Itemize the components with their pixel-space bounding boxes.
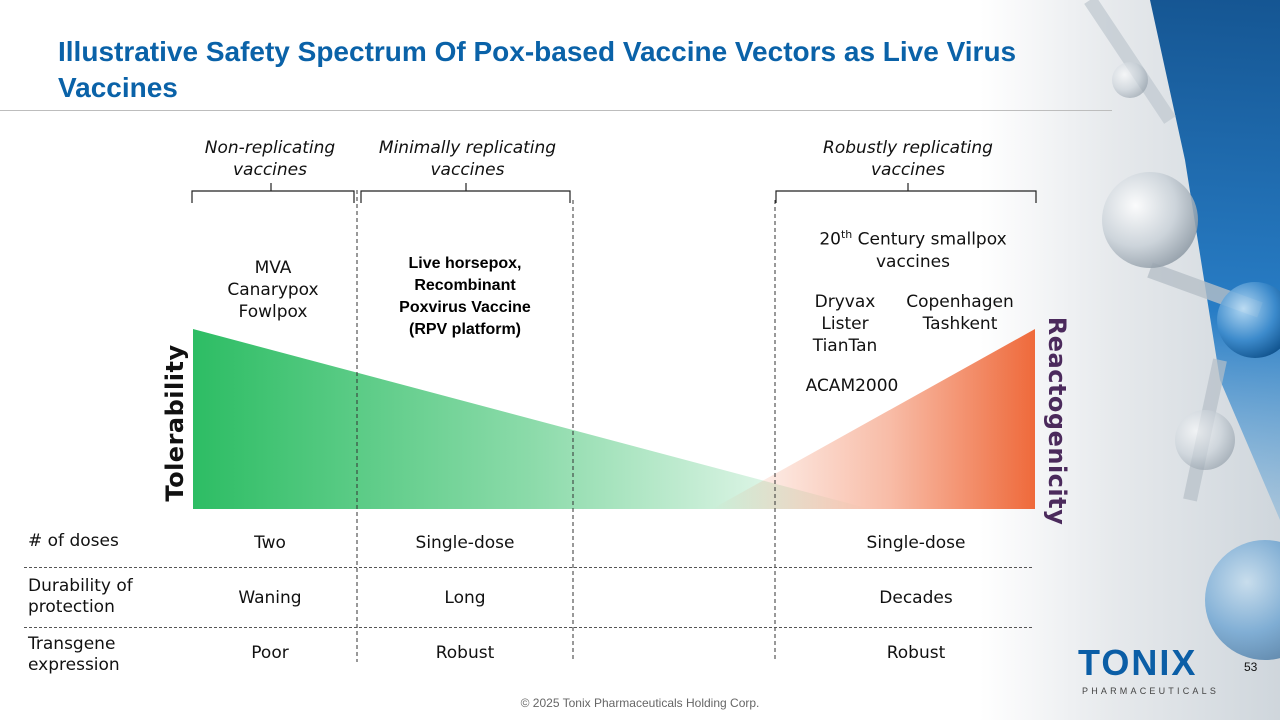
robust-heading: 20th Century smallpox vaccines [819, 228, 1007, 272]
row-label-doses: # of doses [28, 531, 119, 551]
durability-non-replicating: Waning [238, 588, 302, 608]
category-minimally-replicating: Minimally replicating vaccines [378, 138, 557, 180]
transgene-non-replicating: Poor [251, 643, 289, 663]
vaccine-acam2000: ACAM2000 [805, 376, 899, 396]
vaccine-fowlpox: Fowlpox [238, 302, 308, 322]
row-label-durability: Durability of protection [28, 576, 133, 617]
page-number: 53 [1244, 660, 1258, 674]
table-row-divider-1 [24, 567, 1032, 568]
robust-vaccine-list-right: Copenhagen Tashkent [905, 291, 1015, 335]
robust-vaccine-list-left: Dryvax Lister TianTan [785, 291, 905, 357]
rpv-line-2: Recombinant [414, 277, 516, 294]
vaccine-tiantan: TianTan [812, 336, 878, 356]
minimally-replicating-vaccine-list: Live horsepox, Recombinant Poxvirus Vacc… [365, 253, 565, 341]
rpv-line-4: (RPV platform) [409, 321, 521, 338]
brace-robustly-replicating [775, 183, 1037, 203]
durability-minimally-replicating: Long [444, 588, 486, 608]
brace-non-replicating [191, 183, 355, 203]
category-robustly-replicating: Robustly replicating vaccines [823, 138, 993, 180]
reactogenicity-wedge [712, 329, 1035, 509]
durability-robustly-replicating: Decades [879, 588, 953, 608]
doses-non-replicating: Two [254, 533, 286, 553]
doses-robustly-replicating: Single-dose [866, 533, 966, 553]
doses-minimally-replicating: Single-dose [415, 533, 515, 553]
molecule-background-image [980, 0, 1280, 720]
tolerability-label: Tolerability [161, 344, 189, 502]
table-row-divider-2 [24, 627, 1032, 628]
transgene-minimally-replicating: Robust [435, 643, 495, 663]
non-replicating-vaccine-list: MVA Canarypox Fowlpox [198, 257, 348, 323]
title-divider [0, 110, 1112, 111]
tonix-logo: TONIX [1078, 642, 1198, 683]
vaccine-canarypox: Canarypox [227, 280, 319, 300]
vaccine-tashkent: Tashkent [922, 314, 998, 334]
transgene-robustly-replicating: Robust [886, 643, 946, 663]
copyright-footer: © 2025 Tonix Pharmaceuticals Holding Cor… [520, 696, 760, 710]
vaccine-copenhagen: Copenhagen [906, 292, 1014, 312]
reactogenicity-label: Reactogenicity [1043, 316, 1071, 526]
slide-title: Illustrative Safety Spectrum Of Pox-base… [58, 36, 1017, 103]
rpv-line-3: Poxvirus Vaccine [399, 299, 531, 316]
vaccine-lister: Lister [821, 314, 869, 334]
row-label-transgene: Transgene expression [28, 634, 120, 675]
vaccine-dryvax: Dryvax [814, 292, 876, 312]
rpv-line-1: Live horsepox, [408, 255, 522, 272]
vaccine-mva: MVA [254, 258, 292, 278]
brace-minimally-replicating [360, 183, 571, 203]
category-non-replicating: Non-replicating vaccines [204, 138, 336, 180]
tonix-logo-subtitle: PHARMACEUTICALS [1082, 686, 1220, 696]
tolerability-wedge [193, 329, 870, 509]
